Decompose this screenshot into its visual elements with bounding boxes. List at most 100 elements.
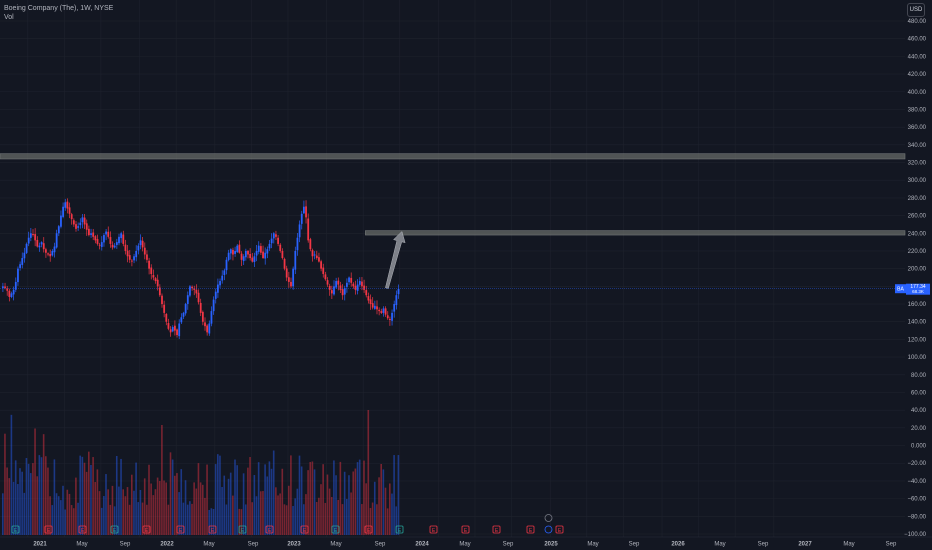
candle	[358, 281, 361, 285]
volume-bar	[6, 467, 8, 535]
volume-bar	[378, 477, 380, 535]
volume-bar	[335, 475, 337, 535]
time-axis[interactable]: 2021 May Sep 2022 May Sep 2023 May Sep 2024 May Sep…	[0, 536, 932, 548]
volume-bar	[264, 464, 266, 535]
volume-bar	[397, 455, 400, 535]
time-tick-label: 2026	[671, 542, 685, 548]
volume-bar	[223, 475, 226, 535]
candle	[257, 245, 260, 252]
candle	[64, 202, 67, 208]
candle	[29, 233, 32, 238]
candle	[298, 224, 301, 238]
price-tick-label: 280.00	[908, 196, 927, 202]
volume-bar	[36, 476, 38, 535]
earnings-marker-label: E	[113, 528, 117, 534]
time-tick-label: May	[843, 542, 854, 548]
candle	[4, 286, 6, 289]
candle	[66, 201, 69, 209]
volume-bar	[128, 504, 131, 535]
candle	[242, 256, 245, 262]
volume-bar	[66, 489, 69, 535]
price-tick-label: 240.00	[908, 231, 927, 237]
volume-bars	[2, 410, 400, 535]
candle	[255, 250, 258, 256]
candle	[60, 215, 62, 227]
volume-bar	[124, 496, 127, 535]
volume-bar	[365, 483, 367, 535]
price-tick-label: 480.00	[908, 19, 927, 25]
candle	[79, 222, 82, 226]
candle	[279, 244, 282, 251]
price-axis[interactable]: 480.00 460.00 440.00 420.00 400.00 380.00 360.…	[895, 19, 930, 538]
volume-bar	[292, 506, 294, 535]
candle	[307, 218, 310, 241]
candle	[126, 250, 129, 257]
candle	[107, 231, 110, 237]
candle	[354, 285, 357, 290]
volume-bar	[62, 485, 64, 535]
time-tick-label: Sep	[248, 542, 259, 548]
volume-bar	[219, 455, 221, 535]
candle	[335, 281, 338, 288]
candle	[206, 325, 209, 333]
candle	[313, 254, 316, 256]
volume-bar	[96, 469, 99, 535]
volume-bar	[34, 428, 36, 535]
dividend-marker	[544, 514, 553, 522]
earnings-marker	[526, 525, 535, 534]
volume-bar	[195, 488, 198, 535]
candle	[337, 280, 340, 285]
candle	[70, 214, 73, 220]
volume-bar	[19, 468, 21, 535]
candle	[165, 313, 168, 322]
candle	[290, 281, 292, 287]
volume-bar	[47, 467, 49, 535]
currency-button[interactable]: USD	[907, 3, 925, 17]
volume-bar	[191, 503, 193, 535]
volume-bar	[283, 504, 286, 535]
candle	[103, 235, 105, 243]
earnings-marker-label: E	[398, 528, 402, 534]
volume-bar	[277, 495, 279, 535]
candle	[62, 206, 64, 217]
candle	[232, 249, 234, 255]
candle	[318, 257, 320, 262]
price-tick-label: 140.00	[908, 320, 927, 326]
earnings-marker-label: E	[303, 528, 307, 534]
time-tick-label: May	[76, 542, 87, 548]
candle	[341, 289, 344, 296]
volume-bar	[152, 495, 155, 535]
candle	[285, 268, 288, 278]
volume-bar	[79, 455, 81, 535]
candle	[96, 239, 99, 244]
candle	[174, 325, 176, 331]
candle	[382, 308, 385, 313]
earnings-marker-label: E	[47, 528, 51, 534]
volume-bar	[214, 464, 217, 535]
volume-bar	[255, 496, 258, 535]
volume-bar	[176, 473, 178, 535]
candle	[135, 250, 138, 258]
volume-bar	[139, 489, 142, 535]
volume-bar	[81, 456, 84, 535]
volume-bar	[171, 459, 174, 535]
candle	[193, 288, 196, 290]
volume-bar	[315, 501, 318, 535]
candle	[386, 315, 389, 319]
volume-bar	[105, 474, 107, 535]
candle	[8, 290, 11, 297]
candle	[229, 249, 232, 254]
volume-bar	[262, 491, 264, 535]
volume-bar	[285, 505, 288, 535]
price-tick-label: −40.00	[907, 479, 926, 485]
candle	[133, 256, 135, 261]
volume-bar	[227, 478, 230, 535]
zone-annotations[interactable]	[0, 153, 906, 289]
symbol-title: Boeing Company (The), 1W, NYSE	[4, 5, 114, 12]
volume-bar	[143, 478, 146, 535]
volume-bar	[70, 505, 73, 535]
candle	[212, 299, 215, 312]
price-tick-label: 200.00	[908, 267, 927, 273]
